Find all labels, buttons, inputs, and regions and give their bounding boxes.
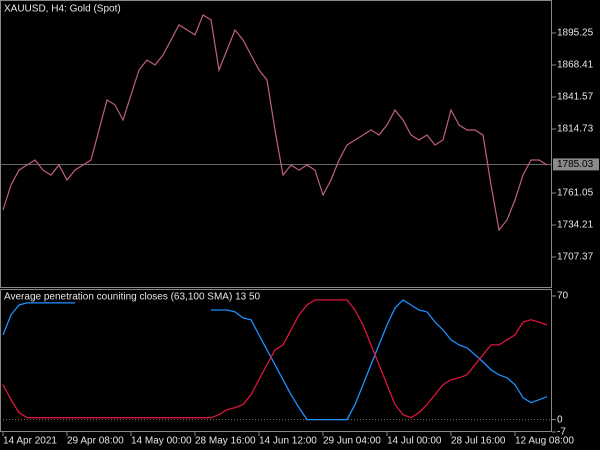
x-tick-label: 14 Jul 00:00	[387, 436, 442, 447]
chart-title: XAUUSD, H4: Gold (Spot)	[4, 4, 121, 15]
current-price-box	[553, 158, 599, 171]
y-tick-label: 1868.41	[557, 60, 594, 71]
price-line-series	[2, 14, 548, 232]
y-tick-label: 1761.05	[557, 188, 594, 199]
y-tick-label: 0	[557, 414, 563, 425]
x-tick-label: 14 May 00:00	[131, 436, 192, 447]
x-tick-label: 29 Apr 08:00	[67, 436, 124, 447]
current-price-label: 1785.03	[557, 159, 594, 170]
price-panel	[0, 0, 552, 288]
x-tick-label: 28 Jul 16:00	[451, 436, 506, 447]
y-tick-label: 1895.25	[557, 28, 594, 39]
y-tick-label: 1814.73	[557, 124, 594, 135]
x-tick-label: 28 May 16:00	[195, 436, 256, 447]
x-tick-label: 29 Jun 04:00	[323, 436, 381, 447]
x-tick-label: 14 Jun 12:00	[259, 436, 317, 447]
y-tick-label: 1707.37	[557, 252, 594, 263]
indicator-line	[2, 299, 548, 419]
y-tick-label: 1734.21	[557, 220, 594, 231]
indicator-panel	[0, 289, 552, 432]
indicator-line	[2, 299, 548, 421]
x-tick-label: 12 Aug 08:00	[515, 436, 574, 447]
x-tick-label: 14 Apr 2021	[3, 436, 57, 447]
y-tick-label: -7	[557, 427, 566, 438]
y-tick-label: 1841.57	[557, 92, 594, 103]
indicator-title: Average penetration couniting closes (63…	[4, 292, 261, 303]
y-tick-label: 70	[557, 291, 569, 302]
